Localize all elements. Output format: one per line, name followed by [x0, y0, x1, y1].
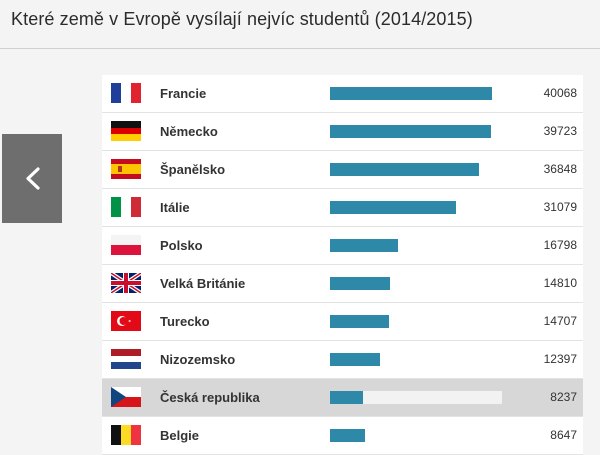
bar: [330, 315, 389, 328]
flag-belgium-icon: [111, 425, 141, 445]
country-label: Španělsko: [160, 162, 226, 177]
value-label: 16798: [543, 238, 577, 252]
bar: [330, 87, 492, 100]
value-label: 39723: [543, 124, 577, 138]
value-label: 12397: [543, 352, 577, 366]
bar-track: [330, 125, 502, 138]
country-label: Turecko: [160, 314, 210, 329]
table-row: Itálie 31079: [102, 189, 583, 227]
bar: [330, 429, 365, 442]
flag-spain-icon: [111, 159, 141, 179]
flag-poland-icon: [111, 235, 141, 255]
bar-track: [330, 163, 502, 176]
value-label: 14810: [543, 276, 577, 290]
value-label: 8647: [550, 428, 577, 442]
bar-track: [330, 315, 502, 328]
ranking-table: Francie 40068 Německo 39723 Španělsko 36848 It…: [102, 75, 583, 455]
table-row: Španělsko 36848: [102, 151, 583, 189]
country-label: Česká republika: [160, 390, 260, 405]
bar: [330, 391, 363, 404]
value-label: 14707: [543, 314, 577, 328]
previous-button[interactable]: [2, 134, 62, 223]
bar: [330, 277, 390, 290]
bar: [330, 353, 380, 366]
table-row: Česká republika 8237: [102, 379, 583, 417]
bar-track: [330, 391, 502, 404]
flag-germany-icon: [111, 121, 141, 141]
country-label: Nizozemsko: [160, 352, 236, 367]
bar: [330, 201, 456, 214]
bar: [330, 125, 491, 138]
page-title: Které země v Evropě vysílají nejvíc stud…: [11, 9, 473, 29]
table-row: Nizozemsko 12397: [102, 341, 583, 379]
bar-track: [330, 87, 502, 100]
value-label: 36848: [543, 162, 577, 176]
country-label: Německo: [160, 124, 218, 139]
table-row: Polsko 16798: [102, 227, 583, 265]
country-label: Itálie: [160, 200, 190, 215]
bar-track: [330, 239, 502, 252]
value-label: 31079: [543, 200, 577, 214]
value-label: 40068: [543, 86, 577, 100]
table-row: Belgie 8647: [102, 417, 583, 455]
country-label: Velká Británie: [160, 276, 246, 291]
title-divider: [0, 48, 600, 49]
flag-france-icon: [111, 83, 141, 103]
chevron-left-icon: [26, 167, 40, 190]
bar-track: [330, 429, 502, 442]
bar-track: [330, 353, 502, 366]
flag-italy-icon: [111, 197, 141, 217]
table-row: Německo 39723: [102, 113, 583, 151]
value-label: 8237: [550, 390, 577, 404]
table-row: Francie 40068: [102, 75, 583, 113]
table-row: Velká Británie 14810: [102, 265, 583, 303]
bar: [330, 239, 398, 252]
bar-track: [330, 277, 502, 290]
country-label: Francie: [160, 86, 207, 101]
table-row: Turecko 14707: [102, 303, 583, 341]
bar: [330, 163, 479, 176]
flag-uk-icon: [111, 273, 141, 293]
flag-czech-icon: [111, 387, 141, 407]
country-label: Polsko: [160, 238, 203, 253]
flag-netherlands-icon: [111, 349, 141, 369]
flag-turkey-icon: [111, 311, 141, 331]
bar-track: [330, 201, 502, 214]
country-label: Belgie: [160, 428, 200, 443]
